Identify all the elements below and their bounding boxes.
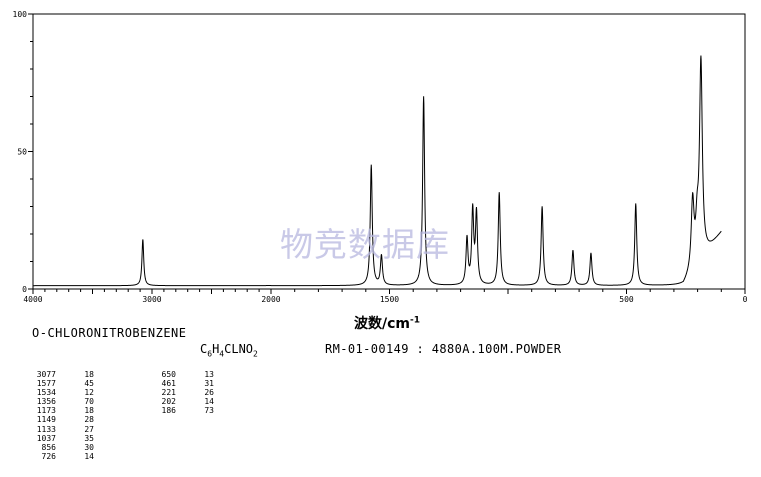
intensity-cell: 26	[204, 388, 214, 398]
table-row: 186 73	[158, 406, 214, 415]
intensity-cell: 31	[204, 379, 214, 389]
compound-name: O-CHLORONITROBENZENE	[32, 326, 187, 340]
y-tick-label: 0	[22, 285, 27, 294]
intensity-cell: 12	[84, 388, 94, 398]
wavenumber-cell: 650	[161, 370, 176, 379]
x-tick-label: 500	[619, 295, 634, 304]
table-row: 650 13	[158, 370, 214, 379]
y-tick-label: 50	[17, 148, 27, 157]
wavenumber-cell: 461	[161, 379, 176, 389]
x-tick-label: 2000	[261, 295, 280, 304]
peak-table-right: 650 13 461 31 221 26 202 14 186 73	[158, 370, 214, 415]
x-tick-label: 4000	[23, 295, 42, 304]
wavenumber-cell: 1173	[36, 406, 56, 416]
intensity-cell: 27	[84, 424, 94, 434]
table-row: 1173 18	[34, 406, 94, 415]
peak-table-left: 3077 18 1577 45 1534 12 1356 70 1173 18 1149 2…	[34, 370, 94, 461]
table-row: 1037 35	[34, 434, 94, 443]
wavenumber-cell: 1037	[36, 433, 56, 443]
wavenumber-cell: 1149	[36, 415, 56, 425]
wavenumber-cell: 1534	[36, 388, 56, 398]
table-row: 1356 70	[34, 397, 94, 406]
intensity-cell: 28	[84, 415, 94, 425]
x-axis-label: 波数/cm-1	[354, 315, 420, 332]
x-tick-label: 1500	[380, 295, 399, 304]
wavenumber-cell: 1577	[36, 379, 56, 389]
intensity-cell: 45	[84, 379, 94, 389]
intensity-cell: 18	[84, 370, 94, 379]
table-row: 856 30	[34, 443, 94, 452]
x-tick-label: 3000	[142, 295, 161, 304]
intensity-cell: 70	[84, 397, 94, 407]
wavenumber-cell: 726	[41, 451, 56, 461]
molecular-formula: C6H4CLNO2	[200, 342, 258, 359]
intensity-cell: 30	[84, 442, 94, 452]
spectrum-line	[33, 55, 722, 287]
table-row: 3077 18	[34, 370, 94, 379]
table-row: 726 14	[34, 452, 94, 461]
x-tick-label: 0	[743, 295, 748, 304]
table-row: 202 14	[158, 397, 214, 406]
intensity-cell: 35	[84, 433, 94, 443]
table-row: 461 31	[158, 379, 214, 388]
reference-info: RM-01-00149 : 4880A.100M.POWDER	[325, 342, 562, 356]
table-row: 1149 28	[34, 415, 94, 424]
intensity-cell: 13	[204, 370, 214, 379]
wavenumber-cell: 221	[161, 388, 176, 398]
wavenumber-cell: 186	[161, 406, 176, 416]
table-row: 1534 12	[34, 388, 94, 397]
table-row: 1577 45	[34, 379, 94, 388]
intensity-cell: 18	[84, 406, 94, 416]
wavenumber-cell: 856	[41, 442, 56, 452]
table-row: 221 26	[158, 388, 214, 397]
wavenumber-cell: 3077	[36, 370, 56, 379]
intensity-cell: 14	[84, 451, 94, 461]
wavenumber-cell: 1356	[36, 397, 56, 407]
watermark-text: 物竞数据库	[280, 225, 450, 264]
intensity-cell: 73	[204, 406, 214, 416]
wavenumber-cell: 1133	[36, 424, 56, 434]
intensity-cell: 14	[204, 397, 214, 407]
table-row: 1133 27	[34, 425, 94, 434]
wavenumber-cell: 202	[161, 397, 176, 407]
y-tick-label: 100	[13, 10, 28, 19]
